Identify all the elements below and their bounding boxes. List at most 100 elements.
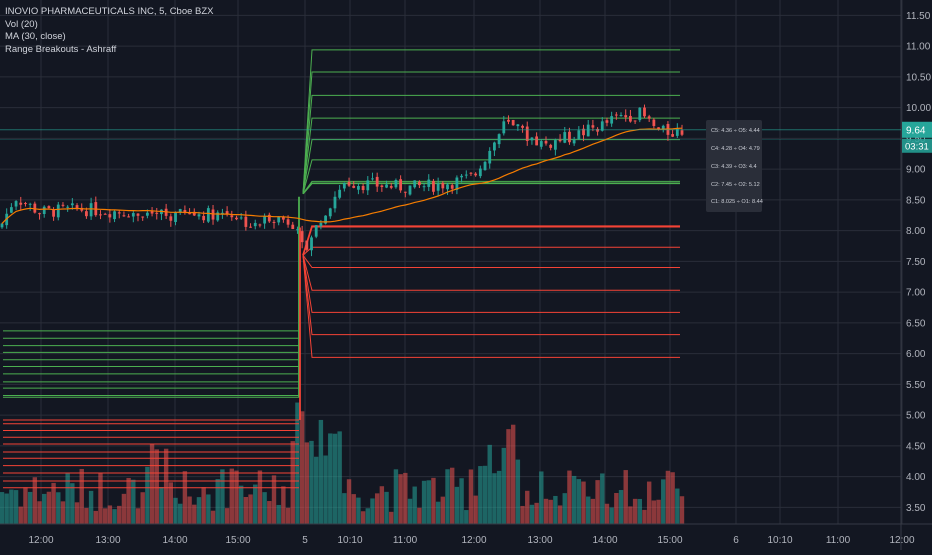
candle-body [366,180,370,191]
candle-body [488,150,492,164]
volume-bar [435,501,441,524]
volume-bar [403,472,408,524]
grid-lines [0,0,903,524]
candle-body [507,119,510,122]
volume-bar [417,507,422,524]
volume-bar [379,486,385,524]
volume-bar [642,509,647,524]
candle-body [221,212,224,214]
x-tick-label: 11:00 [826,535,851,546]
candle-body [145,212,149,216]
candle-body [577,130,581,139]
candle-body [469,172,473,174]
volume-bar [23,487,28,524]
volume-bar [459,478,464,524]
range-tooltip: C5: 4.36 ÷ O5: 4.44 C4: 4.28 ÷ O4: 4.79 … [706,120,763,212]
candle-body [324,215,327,224]
volume-bar [88,490,94,524]
volume-bar [238,485,244,524]
range-line-lower [302,255,680,313]
candle-body [521,125,524,128]
volume-bar [586,496,591,524]
tooltip-line: C1: 8.025 ÷ O1: 8.44 [711,199,763,205]
candle-body [675,128,679,136]
volume-bar [426,480,431,524]
legend-range-breakouts[interactable]: Range Breakouts - Ashraff [5,43,117,55]
candle-body [535,136,539,146]
volume-bar [135,508,141,524]
volume-bar [121,493,127,524]
volume-bar [243,496,249,524]
volume-bar [210,510,216,524]
legend-volume[interactable]: Vol (20) [5,18,38,30]
candle-body [455,177,459,190]
volume-bar [351,494,356,524]
volume-bar [487,444,492,524]
candle-body [427,179,431,187]
candle-body [52,209,55,217]
candle-body [113,211,116,220]
volume-bar [337,431,342,524]
candle-body [446,184,449,190]
candle-body [347,181,351,186]
candle-body [169,216,173,221]
volume-bar [309,440,314,524]
candle-body [558,139,562,142]
y-tick-label: 6.50 [906,318,926,329]
candle-body [553,140,557,150]
volume-bar [281,486,286,524]
volume-bar [220,469,225,524]
range-line-upper [302,94,680,194]
legend-moving-average[interactable]: MA (30, close) [5,31,66,42]
candle-body [314,225,318,237]
volume-bar [271,475,277,524]
candle-body [586,124,590,137]
volume-bar [539,471,544,524]
volume-bar [651,500,657,524]
tooltip-line: C5: 4.36 ÷ O5: 4.44 [711,128,760,134]
volume-bar [665,470,671,524]
candle-body [460,175,463,178]
x-tick-label: 15:00 [657,535,682,546]
volume-bar [421,480,427,524]
candle-body [403,191,407,193]
candle-body [647,116,651,119]
volume-bar [163,448,169,524]
candle-body [249,226,252,228]
range-line-upper [302,182,680,195]
volume-bar [323,455,328,524]
x-tick-label: 14:00 [592,535,617,546]
candle-body [380,185,384,187]
x-tick-label: 6 [733,535,739,546]
volume-bar [182,471,188,524]
candle-body [530,137,534,141]
volume-bar [140,492,145,524]
volume-bar [525,490,530,524]
candle-body [225,211,229,214]
volume-bar [571,475,577,524]
countdown-label: 03:31 [905,141,929,152]
y-tick-label: 10.50 [906,72,931,83]
volume-bar [506,429,511,524]
candle-body [549,144,553,148]
volume-bar [332,433,338,524]
volume-bar [637,498,642,524]
candle-body [136,213,140,216]
legend-symbol-title[interactable]: INOVIO PHARMACEUTICALS INC, 5, Cboe BZX [5,6,214,17]
candle-body [310,237,313,251]
volume-bar [670,472,675,524]
candle-body [661,125,665,130]
volume-bar [98,472,103,524]
candle-body [197,214,201,217]
tooltip-line: C4: 4.28 ÷ O4: 4.79 [711,146,760,152]
candle-body [600,121,604,131]
candle-body [596,128,599,132]
candle-body [155,212,159,214]
candle-body [375,176,379,187]
candle-body [239,217,243,219]
volume-bar [154,449,159,524]
volume-bar [145,466,150,524]
candle-body [591,125,595,128]
volume-bar [42,493,47,524]
